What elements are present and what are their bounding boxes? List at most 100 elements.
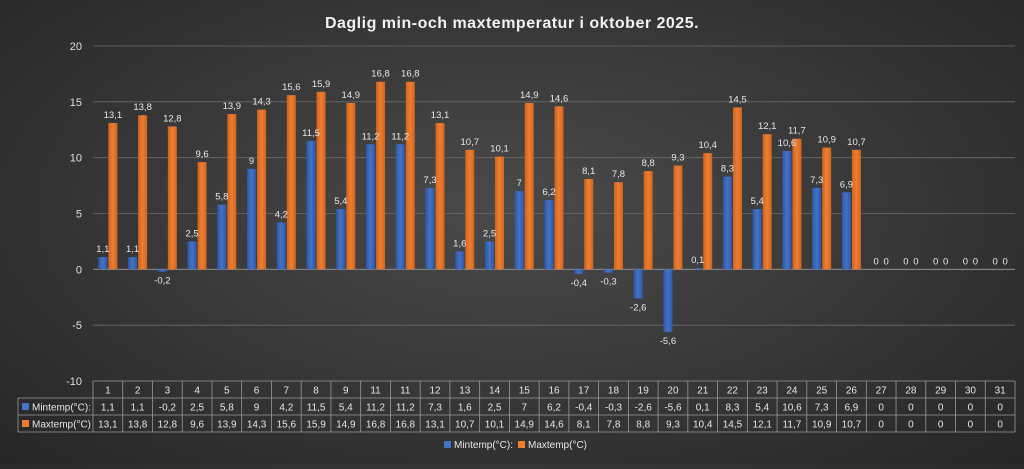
table-max-temp-value: 13,9	[217, 420, 237, 431]
min-temp-data-label: 9	[249, 156, 254, 167]
min-temp-bar	[217, 204, 227, 270]
table-min-temp-value: 5,4	[339, 403, 353, 414]
min-temp-bar	[603, 269, 613, 273]
y-tick-label: -5	[72, 320, 82, 332]
min-temp-data-label: 5,8	[215, 192, 228, 203]
min-temp-data-label: -2,6	[630, 302, 646, 313]
max-temp-data-label: 13,1	[431, 110, 450, 121]
table-min-temp-value: 11,2	[366, 403, 385, 414]
max-temp-data-label: 15,6	[282, 82, 301, 93]
table-max-temp-value: 10,9	[812, 420, 832, 431]
table-min-temp-header: Mintemp(°C):	[32, 403, 91, 414]
min-temp-data-label: -0,2	[154, 276, 170, 287]
min-temp-data-label: -0,3	[600, 277, 616, 288]
max-temp-bar	[732, 107, 742, 270]
legend-max-temp-label: Maxtemp(°C)	[528, 440, 587, 451]
table-min-temp-value: 10,6	[782, 403, 802, 414]
min-temp-bar	[812, 187, 822, 270]
table-max-temp-value: 10,1	[485, 420, 505, 431]
max-temp-bar	[227, 114, 237, 270]
min-temp-data-label: 5,4	[334, 196, 347, 207]
table-min-temp-value: 1,6	[458, 403, 472, 414]
legend-min-temp-swatch	[444, 441, 451, 448]
table-max-temp-value: 0	[938, 420, 944, 431]
legend-min-temp-label: Mintemp(°C):	[454, 440, 513, 451]
max-temp-data-label: 11,7	[788, 126, 806, 137]
table-max-temp-value: 9,3	[666, 420, 680, 431]
table-max-temp-value: 13,1	[425, 420, 445, 431]
min-temp-bar	[841, 192, 851, 270]
max-temp-data-label: 16,8	[371, 69, 390, 80]
max-temp-data-label: 0	[973, 256, 978, 267]
table-min-temp-value: 2,5	[190, 403, 204, 414]
min-temp-bar	[366, 144, 376, 270]
min-temp-bar	[574, 269, 584, 274]
min-temp-bar	[544, 200, 554, 270]
min-temp-data-label: -0,4	[571, 278, 587, 289]
min-temp-data-label: 1,1	[96, 244, 109, 255]
table-min-temp-value: 7,3	[428, 403, 442, 414]
max-temp-bar	[316, 91, 326, 270]
min-temp-data-label: 10,6	[778, 138, 797, 149]
y-tick-label: 15	[70, 97, 82, 109]
table-min-temp-value: 0	[997, 403, 1003, 414]
table-max-temp-value: 14,6	[544, 420, 564, 431]
max-temp-data-label: 10,1	[490, 144, 509, 155]
max-temp-bar	[286, 95, 296, 270]
min-temp-bar	[306, 140, 316, 270]
min-temp-data-label: 1,1	[126, 244, 139, 255]
table-min-temp-value: 5,8	[220, 403, 234, 414]
max-temp-bar	[524, 102, 534, 270]
max-temp-bar	[435, 123, 445, 270]
min-temp-data-label: 6,2	[542, 187, 555, 198]
max-temp-data-label: 9,3	[671, 152, 684, 163]
max-temp-data-label: 13,8	[133, 102, 152, 113]
table-category-label: 28	[905, 386, 917, 397]
max-temp-data-label: 14,9	[520, 90, 539, 101]
min-temp-bar	[663, 269, 673, 332]
table-category-label: 9	[343, 386, 349, 397]
max-temp-data-label: 7,8	[612, 169, 625, 180]
max-temp-data-label: 0	[1002, 256, 1007, 267]
table-max-temp-value: 14,9	[336, 420, 356, 431]
max-temp-bar	[703, 153, 713, 270]
min-temp-bar	[752, 209, 762, 270]
min-temp-bar	[98, 257, 108, 270]
table-category-label: 23	[757, 386, 769, 397]
table-max-temp-header: Maxtemp(°C)	[32, 420, 91, 431]
min-temp-data-label: 0	[963, 256, 968, 267]
table-category-label: 11	[400, 386, 411, 397]
table-category-label: 25	[816, 386, 828, 397]
table-max-temp-value: 10,4	[693, 420, 713, 431]
table-category-label: 20	[667, 386, 679, 397]
table-max-temp-value: 12,1	[752, 420, 772, 431]
table-category-label: 4	[194, 386, 200, 397]
min-temp-bar	[247, 168, 257, 270]
min-temp-data-label: 0	[933, 256, 938, 267]
table-max-temp-value: 13,1	[98, 420, 118, 431]
table-category-label: 17	[578, 386, 590, 397]
table-min-temp-value: 0	[908, 403, 914, 414]
table-max-temp-value: 15,9	[306, 420, 326, 431]
table-category-label: 24	[786, 386, 798, 397]
min-temp-data-label: 6,9	[840, 179, 853, 190]
table-category-label: 11	[370, 386, 381, 397]
min-temp-bar	[633, 269, 643, 299]
table-min-temp-value: 7,3	[815, 403, 829, 414]
table-min-temp-value: 11,5	[307, 403, 326, 414]
table-category-label: 15	[519, 386, 531, 397]
min-temp-data-label: 11,2	[362, 131, 380, 142]
table-min-temp-value: -5,6	[664, 403, 682, 414]
table-min-temp-value: 9	[254, 403, 260, 414]
table-category-label: 2	[135, 386, 141, 397]
table-max-temp-key	[22, 420, 29, 427]
min-temp-bar	[693, 268, 703, 270]
table-max-temp-value: 0	[997, 420, 1003, 431]
table-min-temp-value: -0,3	[605, 403, 623, 414]
table-max-temp-value: 11,7	[783, 420, 802, 431]
min-temp-data-label: 1,6	[453, 238, 466, 249]
min-temp-bar	[276, 222, 286, 270]
table-category-label: 22	[727, 386, 739, 397]
min-temp-data-label: 7	[517, 178, 522, 189]
